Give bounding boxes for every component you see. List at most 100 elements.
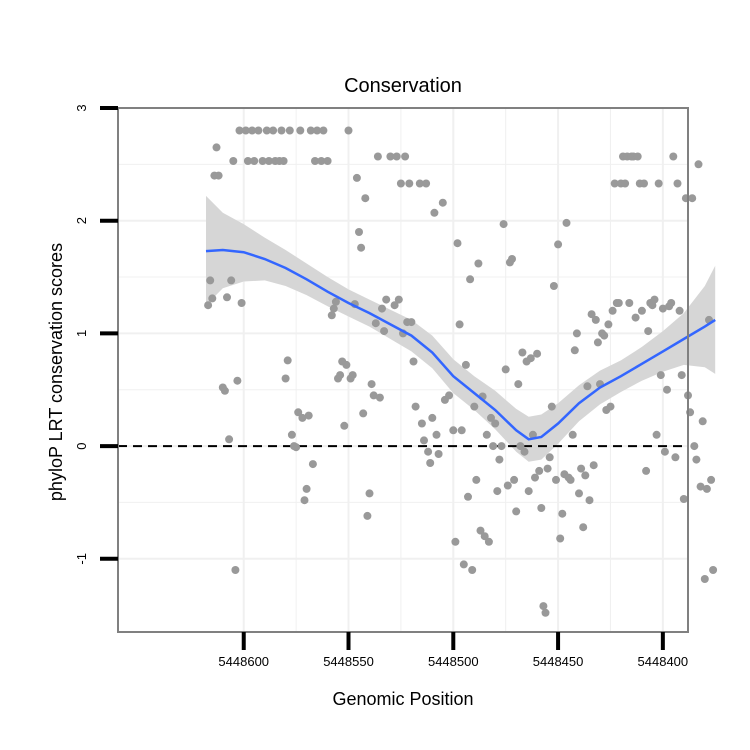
- data-point: [214, 171, 223, 180]
- data-point: [390, 301, 399, 310]
- data-point: [285, 126, 294, 135]
- data-point: [543, 464, 552, 473]
- data-point: [591, 315, 600, 324]
- data-point: [663, 385, 671, 394]
- data-point: [363, 511, 372, 520]
- smooth-trend-line: [205, 248, 716, 441]
- data-point: [248, 126, 257, 135]
- data-point: [669, 152, 678, 161]
- data-point: [378, 304, 386, 313]
- data-point: [241, 126, 250, 135]
- data-point: [461, 360, 470, 369]
- data-point: [369, 391, 378, 400]
- data-point: [518, 348, 527, 357]
- data-point: [302, 484, 311, 493]
- data-point: [294, 408, 303, 417]
- data-point: [650, 295, 659, 304]
- data-point: [499, 220, 508, 229]
- data-point: [707, 475, 716, 484]
- data-point: [254, 126, 263, 135]
- data-point: [336, 371, 345, 380]
- data-point: [220, 386, 229, 395]
- data-point: [537, 504, 546, 512]
- data-point: [428, 413, 437, 422]
- data-point: [570, 346, 579, 355]
- data-point: [329, 304, 338, 313]
- data-point: [675, 306, 684, 315]
- data-point: [608, 306, 617, 315]
- data-point: [424, 447, 433, 456]
- data-point: [308, 460, 317, 469]
- data-point: [698, 417, 707, 426]
- data-point: [604, 320, 613, 329]
- data-point: [258, 157, 267, 165]
- data-point: [656, 371, 665, 380]
- data-point: [480, 532, 489, 541]
- data-point: [459, 560, 468, 569]
- data-point: [304, 411, 313, 420]
- data-point: [313, 126, 322, 135]
- y-tick-label: 1: [74, 330, 89, 337]
- data-point: [225, 435, 234, 444]
- data-point: [583, 382, 592, 391]
- data-point: [352, 173, 361, 182]
- data-point: [696, 482, 705, 491]
- data-point: [319, 126, 328, 135]
- data-point: [554, 240, 563, 249]
- data-point: [637, 306, 646, 315]
- data-point: [208, 294, 217, 303]
- data-point: [283, 356, 292, 365]
- data-point: [539, 602, 548, 611]
- y-tick-label: 2: [74, 217, 89, 224]
- data-point: [449, 426, 458, 435]
- x-tick-label: 5448500: [428, 654, 479, 669]
- data-point: [229, 157, 238, 165]
- data-points: [204, 126, 718, 617]
- data-point: [382, 295, 391, 304]
- data-point: [468, 566, 477, 574]
- data-point: [520, 447, 529, 456]
- data-point: [457, 426, 466, 435]
- data-point: [528, 430, 537, 439]
- data-point: [585, 496, 594, 505]
- data-point: [359, 409, 368, 418]
- data-point: [292, 443, 301, 452]
- data-point: [396, 179, 405, 188]
- data-point: [535, 466, 544, 475]
- data-point: [262, 126, 271, 135]
- data-point: [434, 450, 443, 458]
- data-point: [306, 126, 315, 135]
- data-point: [464, 492, 472, 501]
- data-point: [625, 299, 634, 307]
- data-point: [243, 157, 252, 165]
- smooth-line-path: [205, 248, 716, 441]
- data-point: [482, 430, 491, 439]
- data-point: [422, 179, 431, 188]
- data-point: [281, 374, 290, 383]
- data-point: [700, 575, 709, 583]
- data-point: [348, 371, 357, 380]
- data-point: [495, 455, 504, 464]
- data-point: [432, 430, 441, 439]
- x-tick-label: 5448400: [638, 654, 689, 669]
- data-point: [690, 442, 699, 451]
- data-point: [621, 179, 630, 188]
- data-point: [445, 391, 454, 400]
- data-point: [575, 489, 583, 498]
- data-point: [371, 319, 380, 328]
- data-point: [572, 329, 581, 338]
- data-point: [357, 243, 366, 252]
- data-point: [514, 380, 523, 389]
- data-point: [610, 179, 619, 188]
- data-point: [677, 371, 686, 380]
- data-point: [342, 360, 351, 369]
- data-point: [660, 447, 669, 456]
- data-point: [673, 179, 682, 188]
- data-point: [558, 509, 567, 518]
- data-point: [235, 126, 244, 135]
- data-point: [344, 126, 353, 135]
- data-point: [568, 430, 577, 439]
- data-point: [600, 331, 609, 340]
- data-point: [472, 475, 481, 484]
